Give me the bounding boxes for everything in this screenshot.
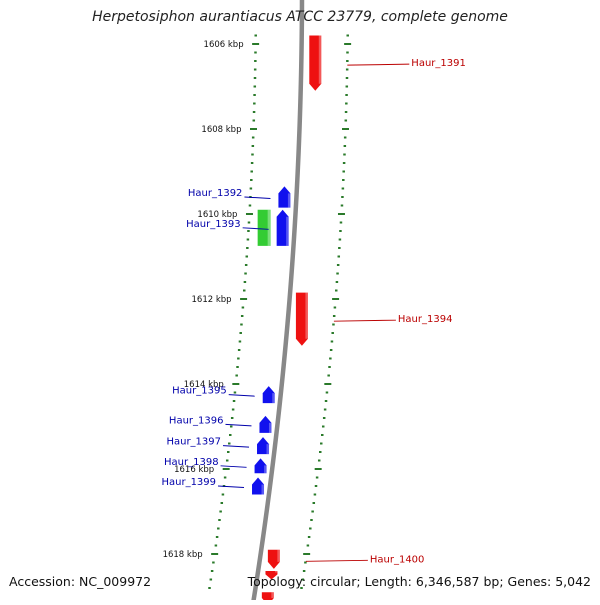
gene-unnamed[interactable] xyxy=(265,571,278,580)
gene-label-haur_1400[interactable]: Haur_1400 xyxy=(370,554,425,565)
gene-haur_1394[interactable] xyxy=(295,292,308,346)
gene-label-haur_1392[interactable]: Haur_1392 xyxy=(188,188,243,199)
gene-label-haur_1398[interactable]: Haur_1398 xyxy=(164,457,219,468)
gene-labels-layer: Haur_1391 Haur_1392 Haur_1393 Haur_1394 Haur… xyxy=(161,58,465,565)
label-leader-line xyxy=(347,63,410,66)
gene-label-haur_1391[interactable]: Haur_1391 xyxy=(411,58,466,69)
tick-label: 1616 kbp xyxy=(174,465,214,475)
label-leader-line xyxy=(333,319,396,322)
rna-gene-block[interactable] xyxy=(257,209,271,246)
gene-label-haur_1393[interactable]: Haur_1393 xyxy=(186,219,241,230)
tick-label: 1614 kbp xyxy=(184,380,224,390)
tick-label: 1606 kbp xyxy=(204,40,244,50)
tick-label: 1618 kbp xyxy=(163,550,203,560)
gene-label-haur_1396[interactable]: Haur_1396 xyxy=(169,415,224,426)
gene-haur_1400[interactable] xyxy=(267,549,280,569)
gene-label-haur_1395[interactable]: Haur_1395 xyxy=(172,386,227,397)
label-leader-line xyxy=(225,423,252,427)
tick-label: 1612 kbp xyxy=(192,295,232,305)
gene-haur_1393[interactable] xyxy=(276,209,289,246)
genes-layer xyxy=(252,35,322,605)
gene-label-haur_1397[interactable]: Haur_1397 xyxy=(166,437,221,448)
genome-backbone xyxy=(250,0,305,605)
gene-haur_1398[interactable] xyxy=(254,458,267,474)
gene-haur_1391[interactable] xyxy=(309,35,322,91)
label-leader-line xyxy=(242,227,269,230)
gene-haur_1395[interactable] xyxy=(262,386,275,404)
gene-label-haur_1399[interactable]: Haur_1399 xyxy=(161,477,216,488)
tick-label: 1608 kbp xyxy=(201,125,241,135)
ticks-layer: 1606 kbp 1608 kbp 1610 kbp 1612 kbp 1614 kbp… xyxy=(163,34,352,589)
label-leader-line xyxy=(244,196,271,199)
gene-haur_1396[interactable] xyxy=(259,415,272,433)
gene-label-haur_1394[interactable]: Haur_1394 xyxy=(398,314,453,325)
label-leader-line xyxy=(217,485,245,488)
gene-haur_1399[interactable] xyxy=(252,477,265,495)
label-leader-line xyxy=(220,465,247,468)
label-leader-line xyxy=(222,445,250,448)
label-leader-line xyxy=(305,559,368,562)
gene-haur_1392[interactable] xyxy=(278,186,291,208)
genome-summary-text: Topology: circular; Length: 6,346,587 bp… xyxy=(247,574,591,589)
gene-unnamed[interactable] xyxy=(261,592,274,605)
accession-text: Accession: NC_009972 xyxy=(9,574,152,589)
tick-label: 1610 kbp xyxy=(197,210,237,220)
genome-title: Herpetosiphon aurantiacus ATCC 23779, co… xyxy=(92,9,508,25)
label-leader-line xyxy=(228,394,255,397)
gene-haur_1397[interactable] xyxy=(257,437,270,455)
